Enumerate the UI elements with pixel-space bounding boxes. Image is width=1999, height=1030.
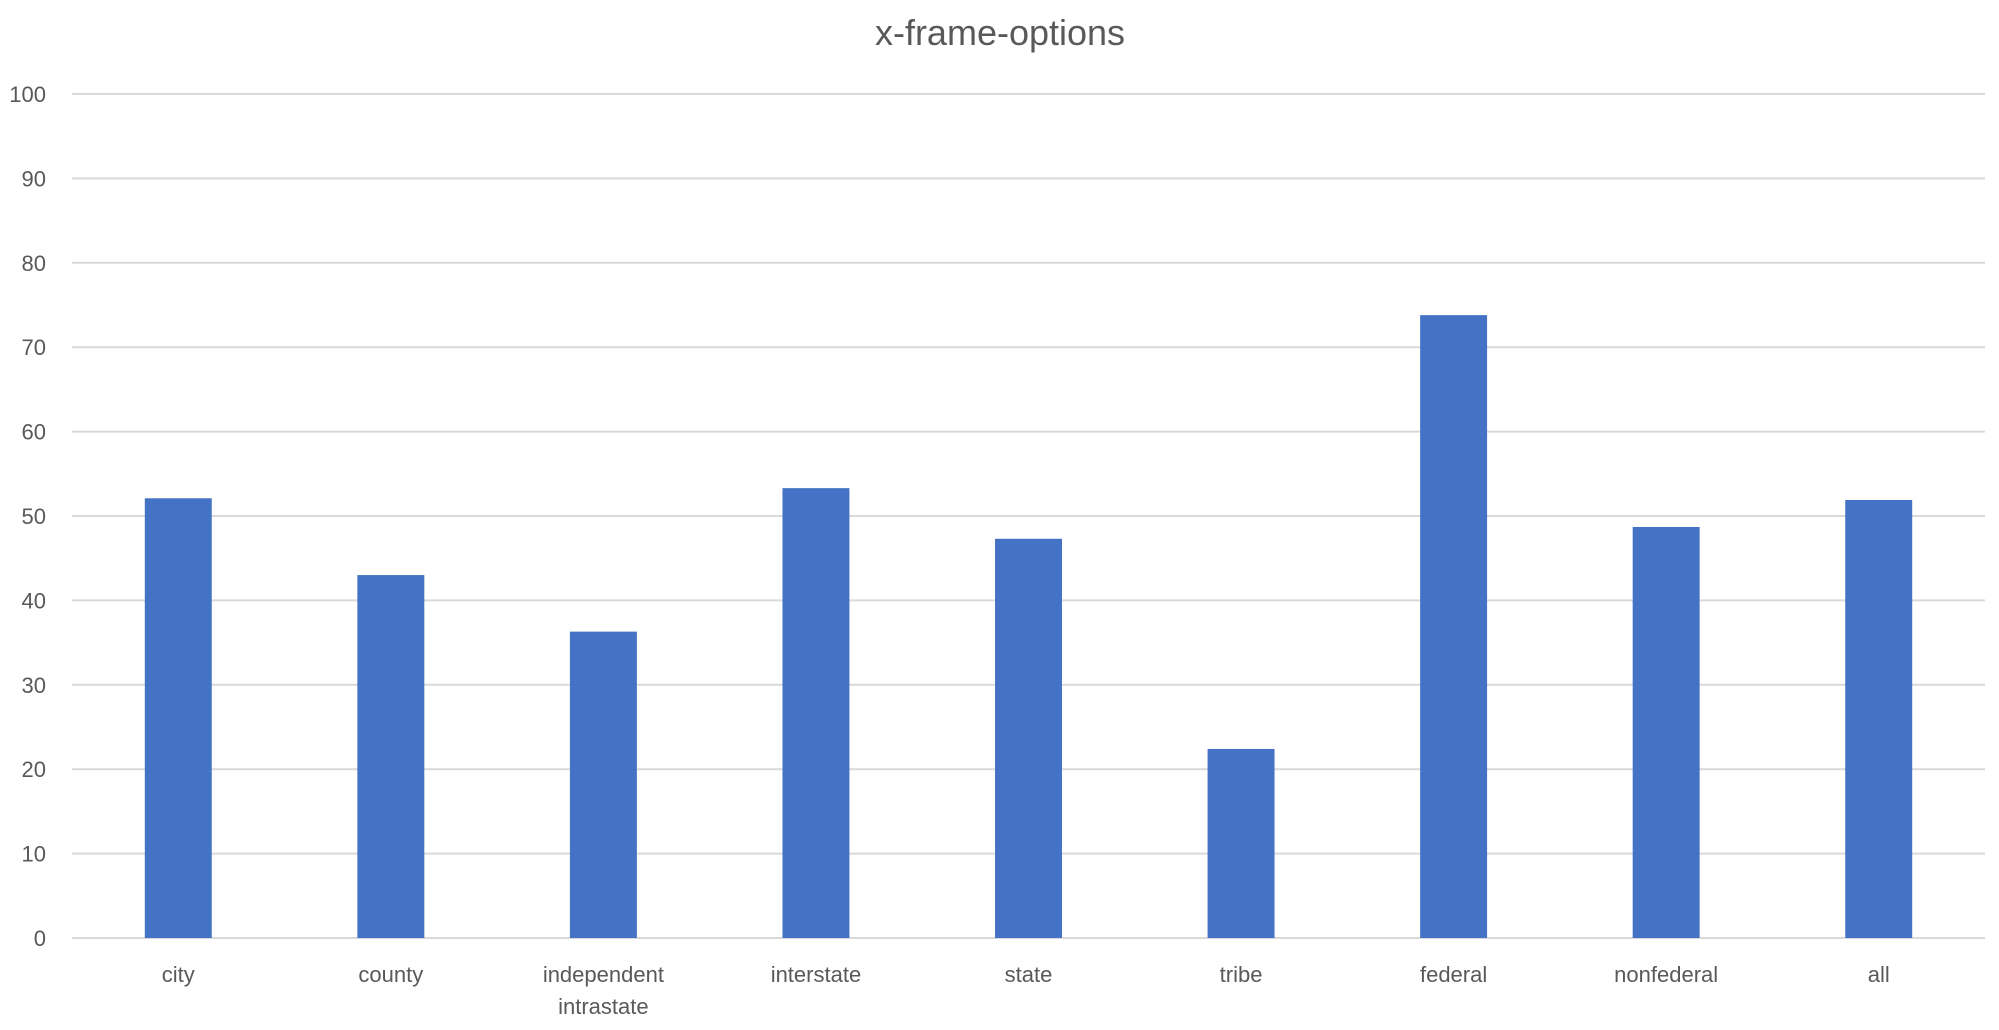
bar-state [995, 538, 1062, 938]
y-tick-label: 100 [9, 82, 46, 107]
bar-interstate [782, 488, 850, 938]
x-category-label: all [1868, 962, 1890, 987]
y-tick-label: 60 [22, 420, 46, 445]
bar-federal [1420, 315, 1488, 938]
bars [144, 315, 1913, 938]
y-tick-label: 10 [22, 842, 46, 867]
bar-nonfederal [1632, 526, 1700, 938]
x-category-label: interstate [771, 962, 862, 987]
y-tick-label: 70 [22, 335, 46, 360]
x-category-label: county [358, 962, 423, 987]
x-category-label: city [162, 962, 195, 987]
x-category-label: independent [543, 962, 664, 987]
y-tick-label: 40 [22, 588, 46, 613]
x-category-label: tribe [1220, 962, 1263, 987]
x-category-label: federal [1420, 962, 1487, 987]
y-axis-ticks: 0 10 20 30 40 50 60 70 80 90 100 [9, 82, 46, 951]
x-axis-labels: city county independent intrastate interstat… [162, 962, 1890, 1019]
bar-all [1845, 499, 1913, 938]
chart-title: x-frame-options [875, 12, 1125, 53]
bar-county [357, 575, 425, 938]
x-category-label: state [1005, 962, 1053, 987]
y-tick-label: 30 [22, 673, 46, 698]
bar-city [144, 498, 212, 938]
bar-tribe [1207, 748, 1275, 938]
y-tick-label: 20 [22, 757, 46, 782]
y-tick-label: 50 [22, 504, 46, 529]
y-tick-label: 90 [22, 166, 46, 191]
y-tick-label: 0 [34, 926, 46, 951]
x-category-label: intrastate [558, 994, 649, 1019]
bar-independent-intrastate [569, 631, 637, 938]
y-tick-label: 80 [22, 251, 46, 276]
x-category-label: nonfederal [1614, 962, 1718, 987]
